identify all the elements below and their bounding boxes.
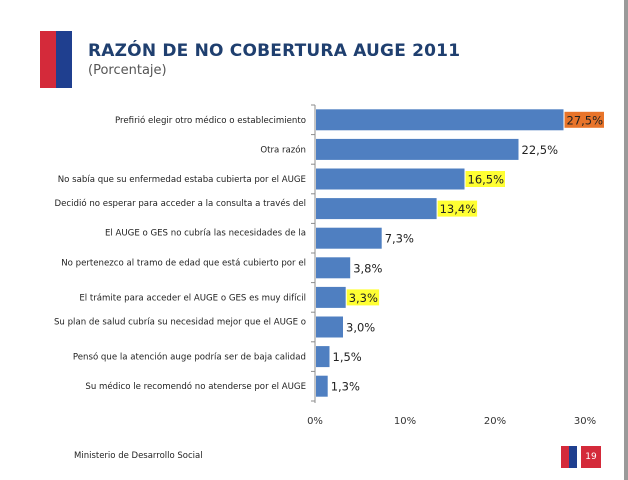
value-label: 3,8% (353, 261, 382, 275)
slide-subtitle: (Porcentaje) (88, 63, 167, 78)
bar (316, 198, 437, 220)
bar (316, 257, 351, 279)
bar (316, 346, 330, 368)
bar (316, 109, 564, 131)
label-highlight (564, 111, 604, 128)
slide-edge (624, 0, 628, 480)
slide-title: RAZÓN DE NO COBERTURA AUGE 2011 (88, 41, 461, 61)
page-number: 19 (581, 446, 601, 468)
flag-blue-stripe (56, 31, 72, 88)
value-label: 1,3% (331, 380, 360, 394)
flag-red-stripe (40, 31, 56, 88)
category-label: Otra razón (260, 144, 306, 155)
category-label: Decidió no esperar para acceder a la con… (55, 198, 307, 209)
x-tick-label: 20% (484, 416, 506, 427)
category-label: El AUGE o GES no cubría las necesidades … (105, 229, 306, 239)
value-label: 7,3% (385, 232, 414, 246)
footer-flag-blue (569, 446, 577, 468)
footer-ministry: Ministerio de Desarrollo Social (74, 451, 203, 461)
value-label: 3,0% (346, 321, 375, 335)
value-label: 13,4% (440, 202, 477, 216)
value-label: 1,5% (333, 350, 362, 364)
bar (316, 375, 328, 397)
x-tick-label: 30% (574, 416, 596, 427)
category-label: Su médico le recomendó no atenderse por … (85, 381, 306, 392)
label-highlight (437, 200, 478, 217)
value-label: 22,5% (522, 143, 559, 157)
category-label: Su plan de salud cubría su necesidad mej… (54, 318, 306, 328)
value-label: 27,5% (567, 113, 604, 127)
bar (316, 316, 343, 338)
value-label: 3,3% (349, 291, 378, 305)
bar (316, 286, 346, 308)
category-label: No sabía que su enfermedad estaba cubier… (58, 175, 306, 185)
x-tick-label: 10% (394, 416, 416, 427)
value-label: 16,5% (468, 173, 505, 187)
category-label: Prefirió elegir otro médico o establecim… (115, 115, 306, 126)
bar (316, 138, 519, 160)
label-highlight (346, 289, 380, 306)
x-tick-label: 0% (307, 416, 323, 427)
bar (316, 227, 382, 249)
footer-flag-red (561, 446, 569, 468)
category-label: Pensó que la atención auge podría ser de… (73, 352, 306, 363)
label-highlight (465, 171, 505, 187)
category-label: No pertenezco al tramo de edad que está … (61, 258, 306, 268)
bar (316, 168, 465, 190)
category-label: El trámite para acceder el AUGE o GES es… (79, 293, 306, 303)
